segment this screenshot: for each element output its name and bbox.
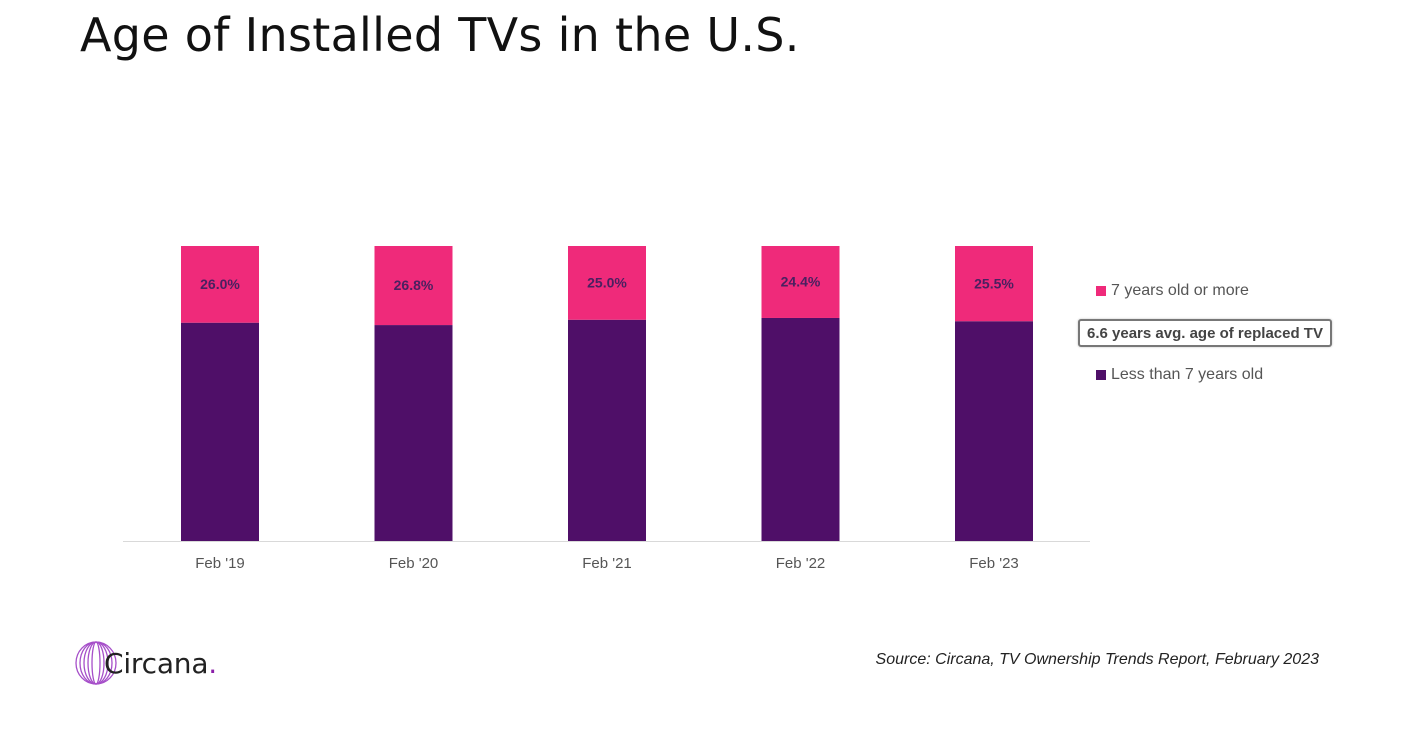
- avg-age-annotation-box: 6.6 years avg. age of replaced TV: [1078, 319, 1332, 347]
- source-note: Source: Circana, TV Ownership Trends Rep…: [875, 651, 1319, 668]
- bar-segment-less-than-7-4: [955, 321, 1033, 541]
- x-tick-labels: Feb '19 Feb '20 Feb '21 Feb '22 Feb '23: [195, 555, 1019, 572]
- legend-label-7-years-or-more: 7 years old or more: [1111, 282, 1249, 299]
- x-tick-label-4: Feb '23: [969, 555, 1019, 572]
- legend-item-less-than-7-years: Less than 7 years old: [1078, 364, 1358, 386]
- chart-title: Age of Installed TVs in the U.S.: [80, 8, 800, 62]
- legend: 7 years old or more 6.6 years avg. age o…: [1078, 280, 1358, 386]
- x-tick-label-1: Feb '20: [389, 555, 439, 572]
- bar-segment-less-than-7-0: [181, 322, 259, 541]
- legend-swatch-pink: [1096, 286, 1106, 296]
- data-label-0: 26.0%: [200, 276, 240, 292]
- bar-segment-7-or-more-3: [761, 246, 840, 318]
- bars-group: 26.0% 26.8% 25.0% 24.4% 25.5%: [181, 246, 1033, 541]
- bar-segment-7-or-more-1: [374, 246, 453, 326]
- legend-swatch-purple: [1096, 370, 1106, 380]
- bar-segment-less-than-7-2: [568, 319, 646, 541]
- logo-dot: .: [208, 646, 217, 680]
- circana-logo-mark-icon: [75, 641, 117, 685]
- legend-label-less-than-7-years: Less than 7 years old: [1111, 366, 1264, 383]
- data-label-2: 25.0%: [587, 275, 627, 291]
- bar-segment-7-or-more-2: [568, 246, 646, 320]
- x-tick-label-2: Feb '21: [582, 555, 632, 572]
- bar-segment-less-than-7-3: [761, 317, 840, 541]
- bar-segment-less-than-7-1: [374, 325, 453, 541]
- data-label-4: 25.5%: [974, 275, 1014, 291]
- logo-text: Circana: [104, 646, 209, 680]
- x-tick-label-0: Feb '19: [195, 555, 245, 572]
- legend-item-7-years-or-more: 7 years old or more: [1078, 280, 1358, 302]
- logo-wordmark: Circana.: [104, 647, 217, 680]
- x-tick-label-3: Feb '22: [776, 555, 826, 572]
- bar-segment-7-or-more-0: [181, 246, 259, 323]
- circana-logo: Circana.: [74, 640, 217, 686]
- data-label-1: 26.8%: [394, 277, 434, 293]
- bar-segment-7-or-more-4: [955, 246, 1033, 322]
- data-label-3: 24.4%: [781, 274, 821, 290]
- stacked-bar-chart: 26.0% 26.8% 25.0% 24.4% 25.5% Feb '19 Feb '20…: [123, 246, 1090, 572]
